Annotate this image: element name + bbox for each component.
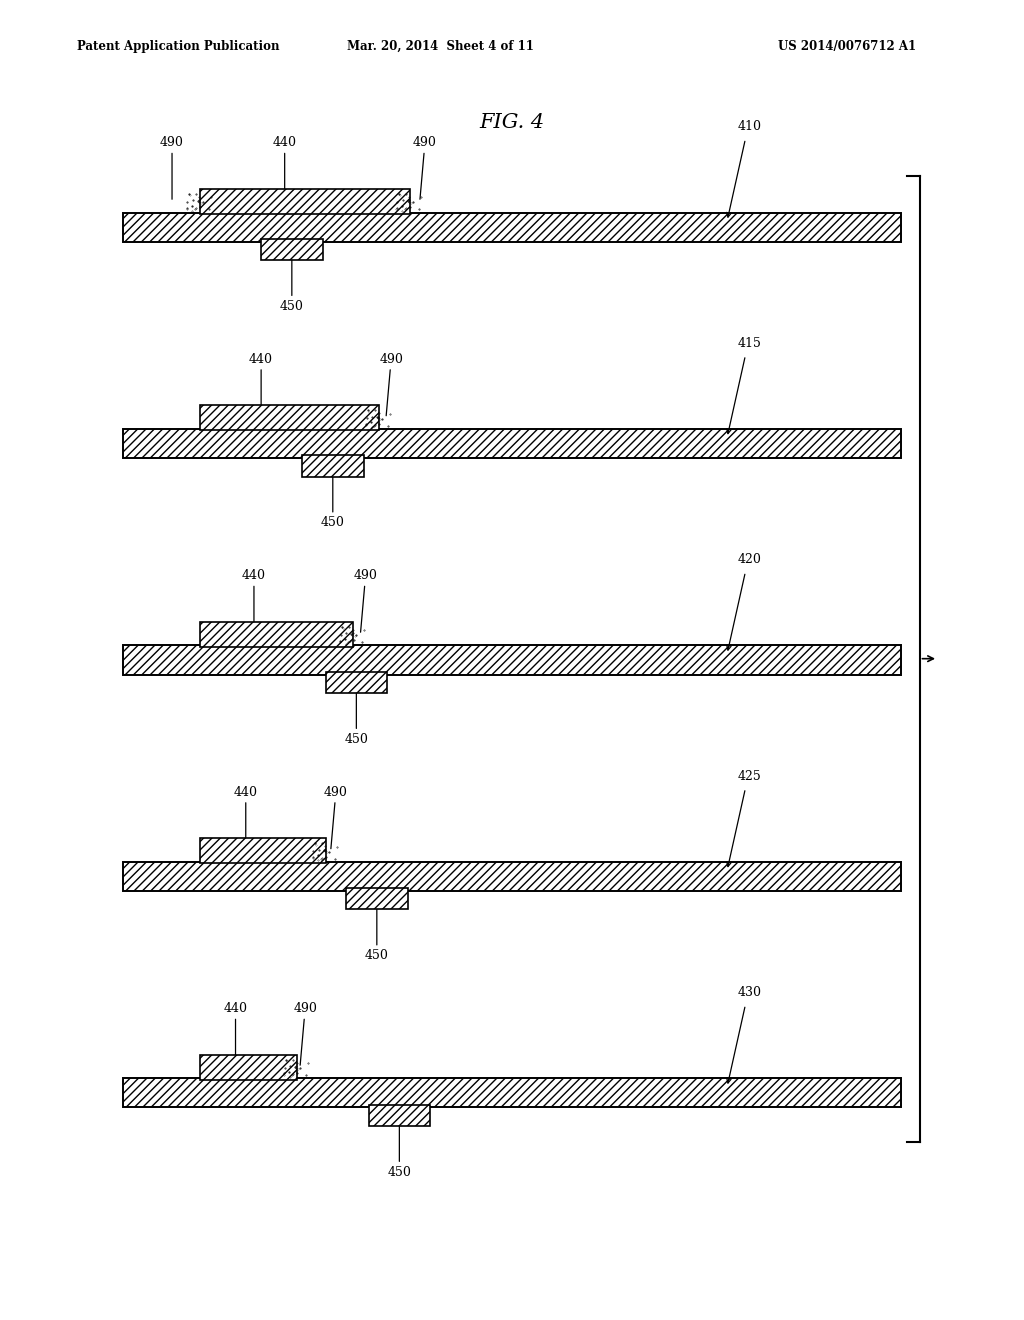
Text: 440: 440 [249, 352, 273, 416]
Bar [123, 429, 901, 458]
Bar [200, 838, 326, 863]
Bar [200, 1055, 297, 1080]
Text: 490: 490 [324, 785, 348, 849]
Text: 450: 450 [280, 253, 304, 313]
Text: 450: 450 [344, 686, 369, 746]
Text: 425: 425 [737, 770, 761, 783]
Bar [123, 862, 901, 891]
Bar [123, 1078, 901, 1107]
Text: 490: 490 [413, 136, 437, 199]
Bar [369, 1105, 430, 1126]
Text: 450: 450 [365, 903, 389, 962]
Text: 490: 490 [353, 569, 378, 632]
Bar [346, 888, 408, 909]
Bar [200, 405, 379, 430]
Text: Mar. 20, 2014  Sheet 4 of 11: Mar. 20, 2014 Sheet 4 of 11 [347, 40, 534, 53]
Bar [200, 622, 353, 647]
Bar [302, 455, 364, 477]
Text: 410: 410 [737, 120, 761, 133]
Bar [200, 189, 410, 214]
Text: 440: 440 [272, 136, 297, 199]
Bar [123, 645, 901, 675]
Text: 490: 490 [293, 1002, 317, 1065]
Text: 490: 490 [160, 136, 184, 199]
Text: 415: 415 [737, 337, 761, 350]
Text: 440: 440 [242, 569, 266, 632]
Text: Patent Application Publication: Patent Application Publication [77, 40, 280, 53]
Text: US 2014/0076712 A1: US 2014/0076712 A1 [778, 40, 916, 53]
Text: FIG. 4: FIG. 4 [479, 114, 545, 132]
Text: 420: 420 [737, 553, 761, 566]
Bar [326, 672, 387, 693]
Text: 430: 430 [737, 986, 761, 999]
Text: 450: 450 [321, 470, 345, 529]
Bar [261, 239, 323, 260]
Text: 440: 440 [233, 785, 258, 849]
Text: 440: 440 [223, 1002, 248, 1065]
Text: 490: 490 [379, 352, 403, 416]
Bar [123, 213, 901, 242]
Text: 450: 450 [387, 1119, 412, 1179]
